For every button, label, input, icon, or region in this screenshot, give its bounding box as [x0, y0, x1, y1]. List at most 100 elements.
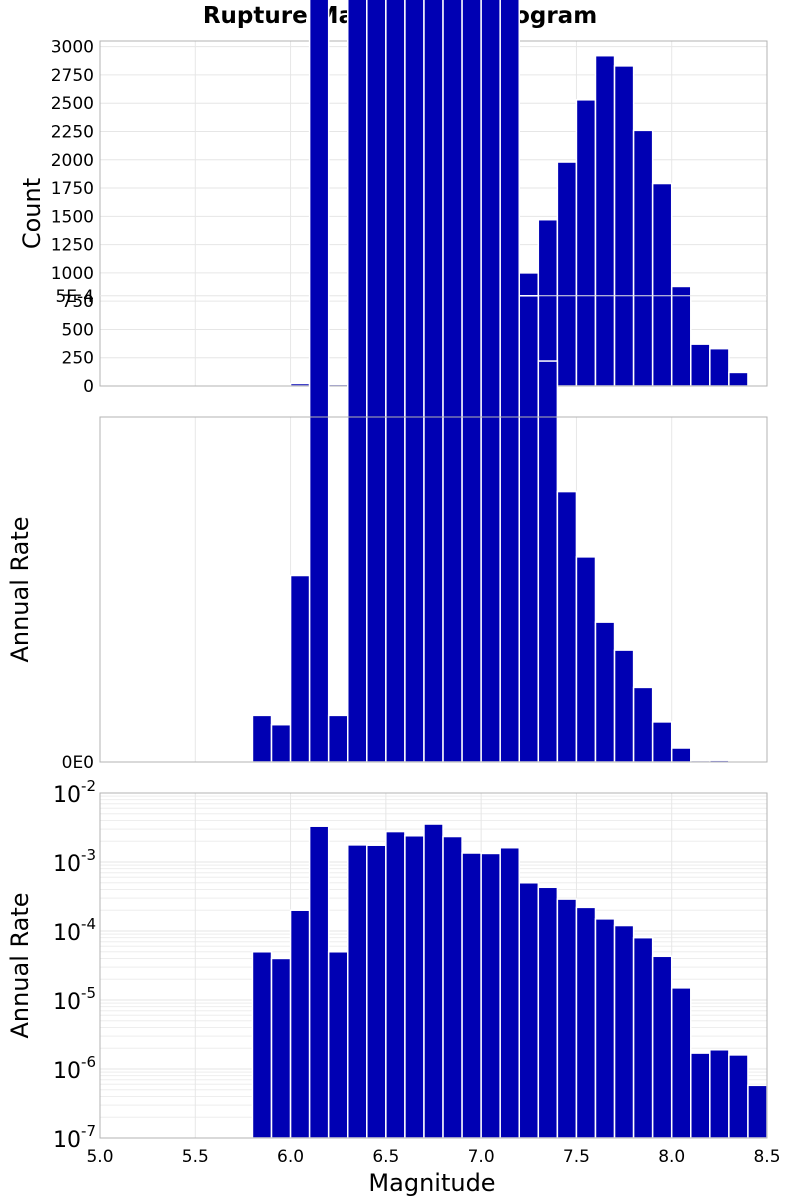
- y-tick-label: 1750: [51, 179, 94, 199]
- y-tick-base: 10: [53, 1059, 81, 1084]
- bar: [632, 936, 654, 1139]
- y-tick-label: 750: [62, 292, 94, 312]
- y-tick-base: 10: [53, 1128, 81, 1153]
- bar: [423, 823, 444, 1139]
- bar: [556, 161, 578, 387]
- bar: [499, 0, 521, 763]
- bar: [480, 852, 501, 1139]
- y-axis-label: Annual Rate: [6, 892, 34, 1038]
- bar: [480, 0, 501, 763]
- x-axis-ticks: 5.0 5.5 6.0 6.5 7.0 7.5 8.0 8.5: [86, 1147, 780, 1167]
- bar: [709, 1049, 730, 1139]
- x-tick-label: 7.5: [563, 1147, 590, 1167]
- bar: [366, 0, 387, 763]
- bar: [670, 987, 692, 1139]
- x-tick-label: 5.0: [86, 1147, 113, 1167]
- x-tick-label: 8.0: [658, 1147, 685, 1167]
- y-axis-label: Annual Rate: [6, 516, 34, 662]
- y-tick-label: 10-3: [53, 846, 96, 877]
- bar: [613, 924, 635, 1139]
- bar: [404, 0, 425, 763]
- bar: [270, 957, 292, 1139]
- bar: [651, 955, 673, 1139]
- bar: [289, 909, 311, 1139]
- bar: [594, 918, 616, 1139]
- bar: [728, 1054, 749, 1139]
- bar: [442, 835, 463, 1139]
- bar: [518, 295, 540, 763]
- y-tick-label: 0: [83, 377, 94, 397]
- bar: [346, 844, 368, 1139]
- bar: [651, 182, 673, 387]
- panel-2: 0E05E-41E-31.5E-32E-32.5E-33E-33.5E-3Ann…: [6, 0, 768, 773]
- y-tick-exponent: -4: [81, 915, 96, 933]
- y-axis-label: Count: [18, 178, 46, 249]
- y-tick-label: 2750: [51, 66, 94, 86]
- y-tick-label: 1000: [51, 264, 94, 284]
- y-tick-label: 2250: [51, 122, 94, 142]
- bar: [690, 1052, 711, 1139]
- bar: [385, 0, 406, 763]
- y-tick-base: 10: [53, 783, 81, 808]
- bar: [613, 649, 635, 763]
- x-tick-label: 5.5: [182, 1147, 209, 1167]
- bar: [289, 574, 311, 763]
- bar: [575, 99, 597, 387]
- x-tick-label: 7.0: [468, 1147, 495, 1167]
- bar: [594, 54, 616, 387]
- bar: [518, 882, 540, 1139]
- plot-frame: [99, 416, 768, 763]
- y-tick-exponent: -5: [81, 984, 96, 1002]
- y-tick-exponent: -3: [81, 846, 96, 864]
- bar: [404, 835, 425, 1139]
- bar: [308, 825, 330, 1139]
- bar: [327, 951, 349, 1139]
- bar: [366, 844, 387, 1139]
- bar: [594, 621, 616, 763]
- x-tick-label: 6.5: [372, 1147, 399, 1167]
- x-tick-label: 8.5: [753, 1147, 780, 1167]
- bar: [632, 686, 654, 763]
- bar: [251, 714, 273, 763]
- y-tick-label: 10-6: [53, 1053, 96, 1084]
- y-tick-exponent: -7: [81, 1122, 96, 1140]
- bar: [670, 747, 692, 763]
- bar: [537, 886, 559, 1139]
- bar: [709, 347, 730, 387]
- bar: [537, 360, 559, 763]
- bar: [327, 714, 349, 763]
- bar: [690, 343, 711, 387]
- y-tick-label: 1250: [51, 236, 94, 256]
- bar: [270, 723, 292, 763]
- bar: [575, 906, 597, 1139]
- y-tick-label: 5E-4: [55, 287, 94, 307]
- bar: [556, 898, 578, 1139]
- plot-frame: [99, 792, 768, 1139]
- y-tick-label: 1500: [51, 207, 94, 227]
- bar: [747, 1084, 768, 1139]
- bar: [632, 129, 654, 387]
- y-tick-exponent: -6: [81, 1053, 96, 1071]
- bar: [346, 0, 368, 763]
- y-tick-base: 10: [53, 852, 81, 877]
- bar: [575, 556, 597, 763]
- y-tick-label: 3000: [51, 38, 94, 58]
- bar: [385, 830, 406, 1139]
- y-tick-base: 10: [53, 921, 81, 946]
- bar: [556, 490, 578, 763]
- y-tick-label: 500: [62, 320, 94, 340]
- y-tick-label: 0E0: [62, 753, 94, 773]
- bar: [251, 951, 273, 1139]
- y-tick-exponent: -2: [81, 777, 96, 795]
- bar: [461, 0, 482, 763]
- bar: [613, 65, 635, 387]
- y-tick-label: 10-7: [53, 1122, 96, 1153]
- bar: [728, 371, 749, 387]
- y-tick-base: 10: [53, 990, 81, 1015]
- bar: [423, 0, 444, 763]
- x-axis-label: Magnitude: [368, 1169, 495, 1197]
- y-tick-label: 2500: [51, 94, 94, 114]
- bar: [442, 0, 463, 763]
- y-tick-label: 10-2: [53, 777, 96, 808]
